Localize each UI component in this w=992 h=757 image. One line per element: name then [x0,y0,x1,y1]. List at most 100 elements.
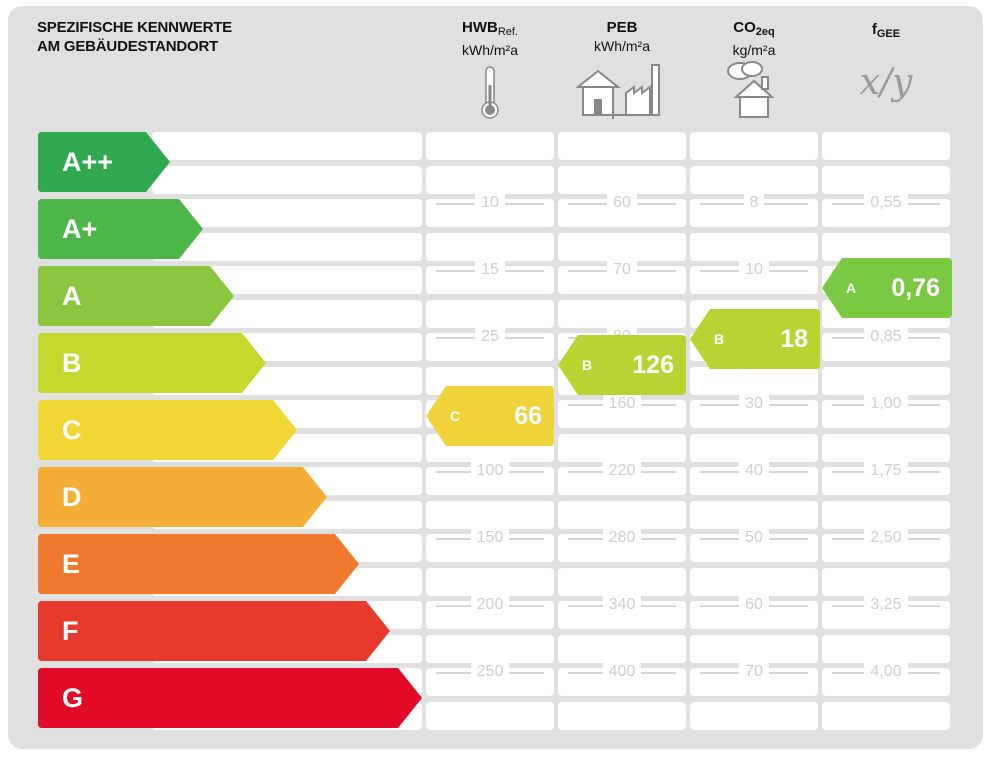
scale-tick-label: 150 [426,529,554,547]
energy-class-label: F [62,616,79,646]
scale-tick-label: 10 [426,194,554,212]
row-strip [822,166,950,194]
scale-tick-label: 70 [690,663,818,681]
scale-tick-label: 280 [558,529,686,547]
scale-tick-label: 0,85 [822,328,950,346]
result-marker: B 18 [690,309,820,369]
house-factory-icon [575,64,660,119]
row-strip [558,132,686,160]
fgee-sub: GEE [876,28,901,40]
scale-tick-label: 10 [690,261,818,279]
scale-tick-label: 340 [558,596,686,614]
row-strip [690,702,818,730]
energy-class-arrow: A++ [38,132,170,192]
scale-tick-label: 2,50 [822,529,950,547]
row-strip [822,501,950,529]
house-smoke-icon [727,61,775,118]
column-header-peb: PEB kWh/m²a [558,18,686,119]
row-strip [690,233,818,261]
result-value: 126 [632,351,674,379]
row-strip [152,132,422,160]
row-strip [558,300,686,328]
scale-tick-label: 15 [426,261,554,279]
result-marker: A 0,76 [822,258,952,318]
energy-class-label: D [62,482,82,512]
title-line-2: AM GEBÄUDESTANDORT [37,38,219,55]
scale-tick-label: 160 [558,395,686,413]
row-strip [822,367,950,395]
energy-class-arrow: C [38,400,297,460]
row-strip [822,132,950,160]
scale-tick-label: 70 [558,261,686,279]
column-header-hwb: HWBRef. kWh/m²a [426,18,554,121]
row-strip [822,702,950,730]
scale-tick-label: 40 [690,462,818,480]
scale-tick-label: 0,55 [822,194,950,212]
row-strip [426,501,554,529]
energy-class-label: B [62,348,82,378]
row-strip [426,635,554,663]
scale-tick-label: 1,75 [822,462,950,480]
result-marker: B 126 [558,335,686,395]
scale-tick-label: 3,25 [822,596,950,614]
row-strip [426,568,554,596]
row-strip [426,702,554,730]
co2-sub: 2eq [755,26,775,38]
scale-tick-label: 60 [558,194,686,212]
row-strip [152,166,422,194]
row-strip [690,367,818,395]
hwb-unit: kWh/m²a [462,42,518,58]
energy-class-arrow: A [38,266,234,326]
column-header-co2: CO2eq kg/m²a [690,18,818,119]
result-class: C [450,408,461,424]
scale-tick-label: 220 [558,462,686,480]
fgee-name: f [871,21,877,38]
row-strip [558,702,686,730]
energy-class-label: A [62,281,82,311]
section-title: SPEZIFISCHE KENNWERTE AM GEBÄUDESTANDORT [37,18,232,56]
scale-tick-label: 25 [426,328,554,346]
scale-tick-label: 4,00 [822,663,950,681]
co2-unit: kg/m²a [732,42,776,58]
row-strip [690,166,818,194]
title-line-1: SPEZIFISCHE KENNWERTE [37,19,232,36]
energy-class-arrow: F [38,601,390,661]
energy-class-arrow: E [38,534,359,594]
co2-name: CO [733,19,756,36]
row-strip [558,434,686,462]
ratio-icon: x/y [859,62,913,103]
energy-class-label: A+ [62,214,98,244]
hwb-sub: Ref. [497,26,518,38]
result-value: 0,76 [891,274,940,302]
row-strip [822,233,950,261]
energy-class-arrow: B [38,333,266,393]
row-strip [822,434,950,462]
row-strip [558,233,686,261]
result-class: B [714,331,725,347]
row-strip [822,635,950,663]
row-strip [558,568,686,596]
result-class: A [846,280,857,296]
result-marker: C 66 [426,386,554,446]
scale-tick-label: 400 [558,663,686,681]
scale-tick-label: 1,00 [822,395,950,413]
row-strip [690,568,818,596]
row-strip [690,434,818,462]
row-strip [558,635,686,663]
energy-class-label: E [62,549,81,579]
scale-tick-label: 30 [690,395,818,413]
column-header-fgee: fGEE x/y [822,18,950,103]
scale-tick-label: 60 [690,596,818,614]
energy-class-arrow: A+ [38,199,203,259]
thermometer-icon [481,66,499,119]
row-strip [426,132,554,160]
scale-tick-label: 100 [426,462,554,480]
row-strip [426,233,554,261]
row-strip [152,233,422,261]
scale-tick-label: 50 [690,529,818,547]
energy-class-arrow: G [38,668,422,728]
result-value: 66 [514,402,542,430]
row-strip [690,501,818,529]
result-class: B [582,357,593,373]
row-strip [822,568,950,596]
